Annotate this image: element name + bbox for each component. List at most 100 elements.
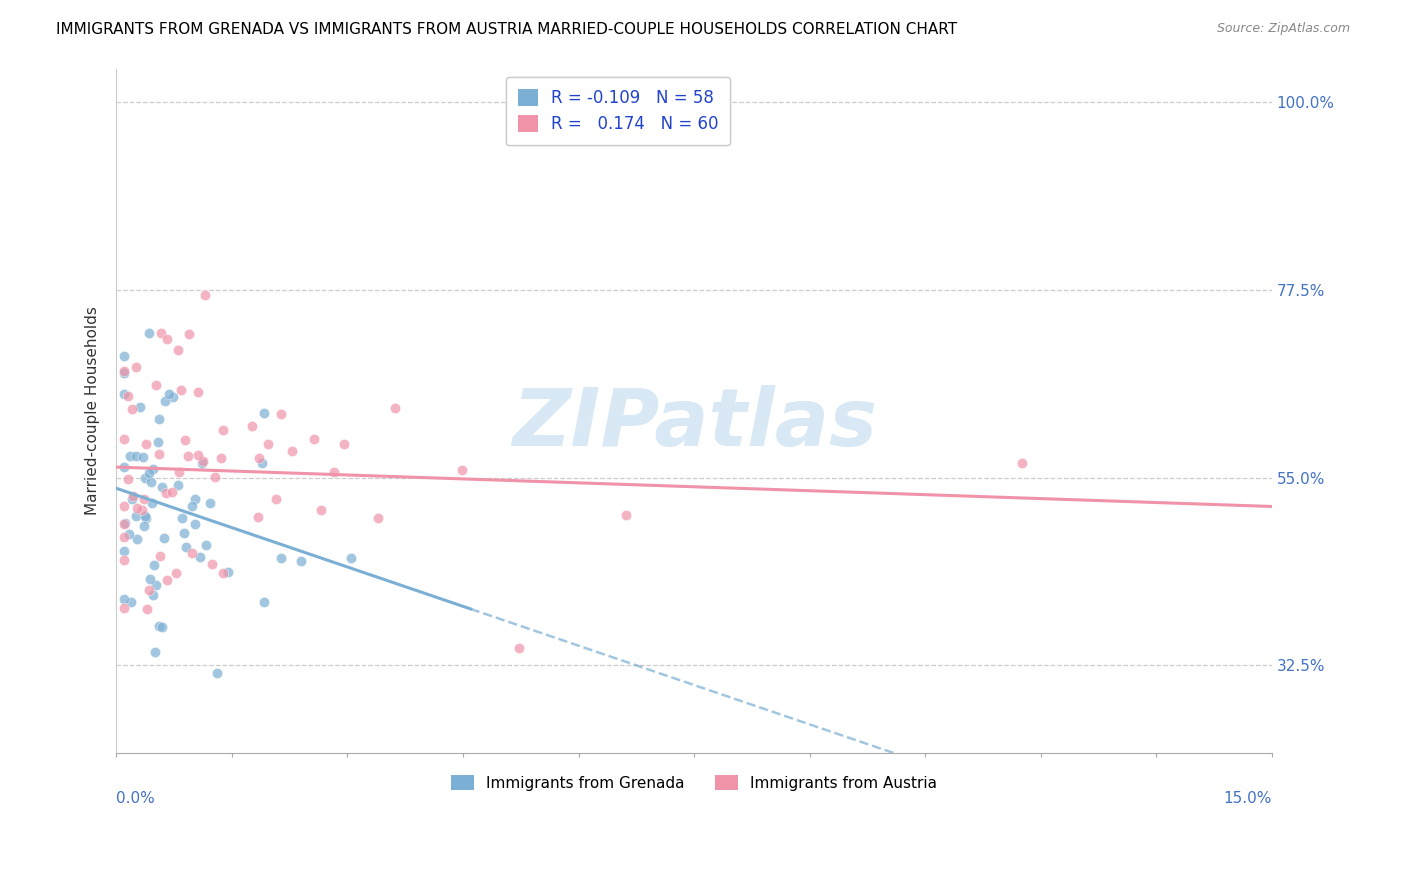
- Point: [134, 470, 156, 484]
- Point: [143, 645, 166, 659]
- Point: [170, 383, 193, 397]
- Point: [191, 454, 214, 468]
- Point: [333, 437, 356, 451]
- Point: [149, 549, 172, 563]
- Point: [176, 540, 198, 554]
- Point: [112, 592, 135, 607]
- Point: [148, 411, 170, 425]
- Point: [125, 360, 148, 375]
- Point: [155, 393, 177, 408]
- Point: [143, 558, 166, 572]
- Point: [257, 437, 280, 451]
- Point: [217, 565, 239, 579]
- Point: [117, 527, 139, 541]
- Point: [367, 510, 389, 524]
- Point: [247, 450, 270, 465]
- Point: [142, 588, 165, 602]
- Text: IMMIGRANTS FROM GRENADA VS IMMIGRANTS FROM AUSTRIA MARRIED-COUPLE HOUSEHOLDS COR: IMMIGRANTS FROM GRENADA VS IMMIGRANTS FR…: [56, 22, 957, 37]
- Point: [174, 433, 197, 447]
- Y-axis label: Married-couple Households: Married-couple Households: [86, 306, 100, 516]
- Point: [204, 470, 226, 484]
- Point: [156, 332, 179, 346]
- Point: [157, 387, 180, 401]
- Point: [156, 573, 179, 587]
- Point: [384, 401, 406, 415]
- Point: [195, 538, 218, 552]
- Point: [173, 525, 195, 540]
- Point: [340, 550, 363, 565]
- Point: [112, 601, 135, 615]
- Point: [112, 544, 135, 558]
- Point: [508, 640, 530, 655]
- Point: [253, 595, 276, 609]
- Text: 0.0%: 0.0%: [117, 790, 155, 805]
- Point: [183, 516, 205, 531]
- Point: [121, 492, 143, 507]
- Point: [181, 500, 204, 514]
- Point: [188, 550, 211, 565]
- Point: [148, 447, 170, 461]
- Point: [139, 572, 162, 586]
- Point: [120, 449, 142, 463]
- Point: [201, 558, 224, 572]
- Point: [240, 419, 263, 434]
- Point: [112, 349, 135, 363]
- Point: [212, 566, 235, 580]
- Point: [270, 551, 292, 566]
- Point: [112, 366, 135, 380]
- Point: [167, 465, 190, 479]
- Point: [194, 287, 217, 301]
- Point: [184, 492, 207, 507]
- Point: [155, 486, 177, 500]
- Text: ZIPatlas: ZIPatlas: [512, 385, 876, 464]
- Point: [117, 472, 139, 486]
- Point: [112, 433, 135, 447]
- Point: [131, 502, 153, 516]
- Point: [138, 583, 160, 598]
- Point: [209, 450, 232, 465]
- Point: [167, 478, 190, 492]
- Point: [280, 444, 302, 458]
- Point: [270, 407, 292, 421]
- Point: [191, 456, 214, 470]
- Point: [187, 385, 209, 400]
- Point: [198, 496, 221, 510]
- Point: [246, 510, 269, 524]
- Point: [112, 553, 135, 567]
- Point: [160, 485, 183, 500]
- Point: [212, 423, 235, 437]
- Point: [162, 390, 184, 404]
- Point: [121, 489, 143, 503]
- Point: [187, 448, 209, 462]
- Point: [112, 459, 135, 474]
- Point: [127, 532, 149, 546]
- Point: [1011, 456, 1033, 470]
- Point: [180, 546, 202, 560]
- Point: [146, 435, 169, 450]
- Text: Source: ZipAtlas.com: Source: ZipAtlas.com: [1216, 22, 1350, 36]
- Point: [132, 450, 155, 464]
- Point: [132, 492, 155, 507]
- Point: [149, 326, 172, 340]
- Point: [112, 517, 135, 532]
- Point: [264, 491, 287, 506]
- Point: [177, 449, 200, 463]
- Point: [134, 518, 156, 533]
- Point: [112, 530, 135, 544]
- Point: [153, 531, 176, 545]
- Point: [127, 500, 149, 515]
- Point: [135, 511, 157, 525]
- Point: [139, 475, 162, 489]
- Point: [135, 437, 157, 451]
- Point: [253, 406, 276, 420]
- Point: [252, 456, 274, 470]
- Point: [614, 508, 637, 522]
- Point: [309, 503, 332, 517]
- Point: [120, 595, 142, 609]
- Point: [145, 377, 167, 392]
- Point: [112, 387, 135, 401]
- Point: [141, 496, 163, 510]
- Point: [142, 461, 165, 475]
- Point: [138, 326, 160, 340]
- Point: [150, 480, 173, 494]
